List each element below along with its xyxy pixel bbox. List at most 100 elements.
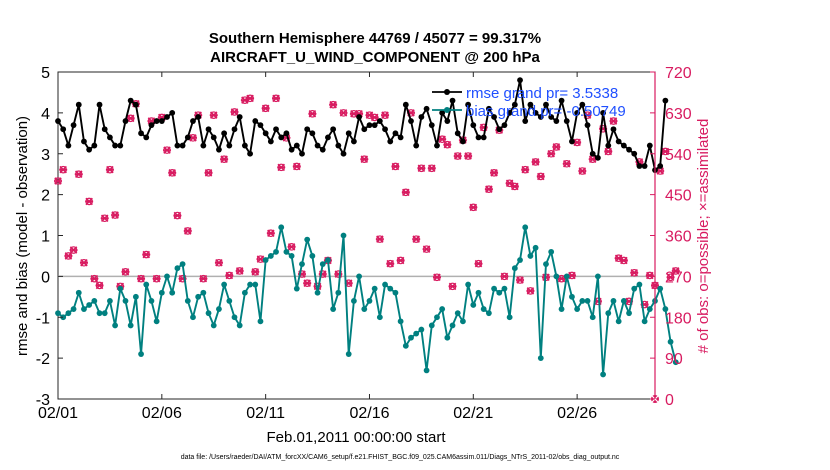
y2-tick-label: 270 <box>665 269 692 286</box>
rmse-point <box>247 150 253 157</box>
bias-point <box>584 298 591 304</box>
bias-point <box>257 318 264 325</box>
bias-point <box>657 285 664 292</box>
obs-assimilated-point <box>484 185 493 193</box>
bias-point <box>252 281 259 288</box>
bias-point <box>330 306 337 312</box>
legend-bias-label: bias grand pr= -0.50749 <box>466 103 626 120</box>
rmse-point <box>428 122 435 129</box>
legend-rmse-marker <box>444 89 450 95</box>
bias-point <box>96 310 103 317</box>
rmse-point <box>273 126 279 133</box>
rmse-point <box>122 118 129 124</box>
rmse-point <box>283 130 290 137</box>
obs-assimilated-point <box>100 214 109 223</box>
y2-tick-label: 450 <box>665 188 692 205</box>
bias-point <box>356 273 362 280</box>
rmse-point <box>413 142 420 149</box>
y-tick-label: 3 <box>41 147 50 164</box>
rmse-point <box>475 134 482 141</box>
rmse-point <box>439 109 446 116</box>
obs-assimilated-point <box>54 177 62 185</box>
bias-point <box>107 298 113 304</box>
obs-assimilated-point <box>152 274 161 283</box>
obs-assimilated-point <box>417 164 426 173</box>
y-tick-label: -3 <box>36 392 50 409</box>
y2-axis-label: # of obs: o=possible; ×=assimilated <box>695 119 712 354</box>
rmse-point <box>60 126 67 133</box>
rmse-point <box>179 142 186 149</box>
rmse-point <box>548 114 555 120</box>
y2-tick-label: 360 <box>665 229 692 246</box>
bias-point <box>480 306 487 312</box>
obs-assimilated-point <box>381 111 390 119</box>
bias-point <box>335 289 342 296</box>
y-tick-label: 2 <box>41 188 50 205</box>
bias-point <box>449 322 456 329</box>
obs-assimilated-point <box>292 162 301 171</box>
rmse-point <box>335 142 342 149</box>
bias-point <box>143 281 150 288</box>
bias-point <box>376 314 383 321</box>
bias-point <box>138 351 144 357</box>
y2-tick-label: 0 <box>665 392 674 409</box>
rmse-point <box>418 114 425 120</box>
obs-assimilated-point <box>547 149 556 158</box>
bias-point <box>460 318 466 325</box>
obs-assimilated-point <box>370 113 379 122</box>
x-tick-label: 02/11 <box>246 405 285 422</box>
rmse-point <box>267 138 274 145</box>
bias-point <box>288 253 295 259</box>
obs-assimilated-point <box>79 258 88 267</box>
rmse-point <box>579 101 586 108</box>
rmse-point <box>537 114 544 120</box>
obs-assimilated-point <box>251 268 260 276</box>
obs-assimilated-point <box>432 273 441 282</box>
rmse-point <box>117 142 124 149</box>
bias-series-layer <box>55 224 679 378</box>
obs-assimilated-point <box>64 252 73 260</box>
rmse-point <box>460 138 466 145</box>
obs-assimilated-point <box>261 104 270 113</box>
obs-assimilated-point <box>126 114 135 123</box>
rmse-point <box>91 142 98 149</box>
chart-subtitle: AIRCRAFT_U_WIND_COMPONENT @ 200 hPa <box>210 49 540 66</box>
bias-point <box>626 310 632 317</box>
rmse-point <box>309 130 316 137</box>
bias-point <box>299 261 305 268</box>
rmse-point <box>205 126 212 133</box>
rmse-point <box>340 150 347 157</box>
obs-assimilated-point <box>412 235 421 243</box>
obs-assimilated-point <box>474 259 483 268</box>
bias-point <box>402 342 409 349</box>
x-tick-label: 02/06 <box>142 405 182 422</box>
obs-assimilated-point <box>609 117 618 125</box>
obs-assimilated-point <box>272 94 281 103</box>
obs-assimilated-point <box>74 170 83 178</box>
bias-point <box>60 314 67 321</box>
obs-assimilated-point <box>69 246 78 254</box>
rmse-point <box>543 101 549 108</box>
obs-assimilated-point <box>386 259 395 268</box>
rmse-point <box>641 163 648 169</box>
rmse-point <box>392 130 399 137</box>
obs-assimilated-point <box>448 282 457 291</box>
rmse-point <box>195 114 202 120</box>
bias-point <box>439 306 446 312</box>
rmse-point <box>70 122 77 129</box>
rmse-point <box>236 114 243 120</box>
bias-point <box>646 306 653 312</box>
obs-assimilated-point <box>235 267 244 275</box>
x-axis-label: Feb.01,2011 00:00:00 start <box>266 429 446 446</box>
rmse-point <box>304 126 311 133</box>
bias-point <box>371 285 378 292</box>
rmse-point <box>200 142 207 149</box>
bias-point <box>382 281 388 288</box>
bias-point <box>667 338 674 345</box>
obs-assimilated-point <box>401 188 410 197</box>
obs-assimilated-point <box>308 110 317 118</box>
obs-assimilated-point <box>516 276 525 284</box>
rmse-point <box>158 118 165 124</box>
obs-assimilated-point <box>619 256 628 265</box>
